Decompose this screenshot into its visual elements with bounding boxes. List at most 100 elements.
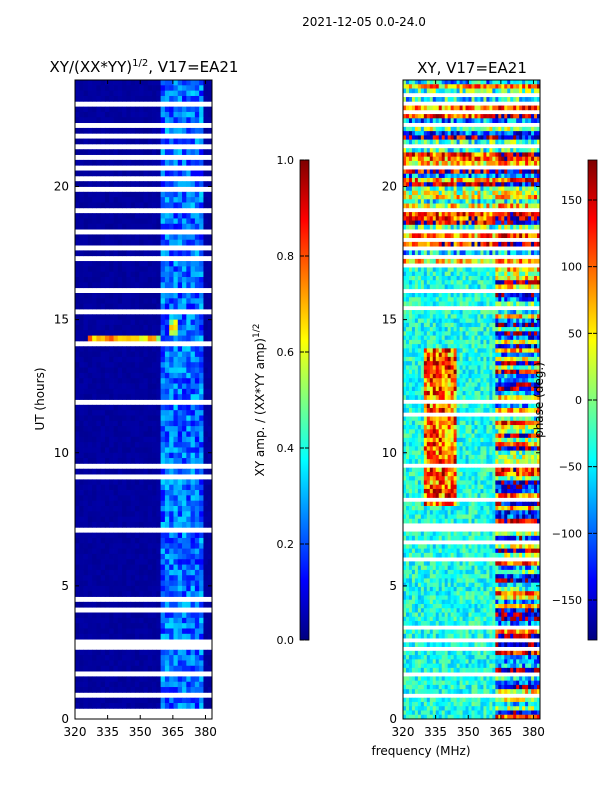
heat-cell bbox=[101, 197, 106, 203]
heat-cell bbox=[75, 80, 80, 86]
heat-cell bbox=[504, 310, 507, 315]
heat-cell bbox=[178, 426, 183, 432]
heat-cell bbox=[507, 118, 510, 123]
heat-cell bbox=[199, 495, 204, 501]
heat-cell bbox=[195, 96, 200, 102]
heat-cell bbox=[448, 174, 451, 179]
heat-cell bbox=[454, 242, 457, 247]
heat-cell bbox=[88, 490, 93, 496]
heat-cell bbox=[492, 216, 495, 221]
heat-cell bbox=[109, 613, 114, 619]
heat-cell bbox=[156, 282, 161, 288]
heat-cell bbox=[101, 602, 106, 608]
heat-cell bbox=[472, 310, 475, 315]
heat-cell bbox=[122, 266, 127, 272]
heat-cell bbox=[474, 216, 477, 221]
heat-cell bbox=[139, 240, 144, 246]
heat-cell bbox=[483, 280, 486, 285]
heat-cell bbox=[161, 202, 166, 208]
heat-cell bbox=[161, 506, 166, 512]
heat-cell bbox=[156, 298, 161, 304]
heat-cell bbox=[507, 97, 510, 102]
heat-cell bbox=[101, 357, 106, 363]
heat-cell bbox=[144, 362, 149, 368]
heat-cell bbox=[182, 139, 187, 145]
heat-cell bbox=[203, 442, 208, 448]
heat-cell bbox=[191, 293, 196, 299]
heat-cell bbox=[182, 96, 187, 102]
heat-cell bbox=[418, 127, 421, 132]
heat-cell bbox=[516, 178, 519, 183]
heat-cell bbox=[96, 261, 101, 267]
heat-cell bbox=[182, 128, 187, 134]
heat-cell bbox=[118, 586, 123, 592]
heat-cell bbox=[525, 293, 528, 298]
heat-cell bbox=[403, 216, 406, 221]
heat-cell bbox=[152, 213, 157, 219]
heat-cell bbox=[118, 506, 123, 512]
heat-cell bbox=[436, 80, 439, 85]
heat-cell bbox=[195, 469, 200, 475]
heat-cell bbox=[199, 687, 204, 693]
heat-cell bbox=[439, 174, 442, 179]
heat-cell bbox=[122, 192, 127, 198]
heat-cell bbox=[448, 178, 451, 183]
heat-cell bbox=[454, 280, 457, 285]
heat-cell bbox=[131, 394, 136, 400]
heat-cell bbox=[424, 319, 427, 324]
heat-cell bbox=[477, 195, 480, 200]
heat-cell bbox=[182, 272, 187, 278]
heat-cell bbox=[126, 224, 131, 230]
heat-cell bbox=[466, 310, 469, 315]
heat-cell bbox=[403, 284, 406, 289]
heat-cell bbox=[79, 336, 84, 342]
heat-cell bbox=[412, 212, 415, 217]
heat-cell bbox=[152, 362, 157, 368]
heat-cell bbox=[109, 357, 114, 363]
heat-cell bbox=[114, 506, 119, 512]
heat-cell bbox=[114, 676, 119, 682]
heat-cell bbox=[498, 250, 501, 255]
heat-cell bbox=[486, 233, 489, 238]
heat-cell bbox=[165, 192, 170, 198]
heat-cell bbox=[79, 517, 84, 523]
heat-cell bbox=[109, 682, 114, 688]
heat-cell bbox=[148, 293, 153, 299]
heat-cell bbox=[406, 199, 409, 204]
heat-cell bbox=[109, 501, 114, 507]
heat-cell bbox=[75, 384, 80, 390]
heat-cell bbox=[191, 517, 196, 523]
heat-cell bbox=[445, 89, 448, 94]
heat-cell bbox=[460, 131, 463, 136]
heat-cell bbox=[169, 437, 174, 443]
heat-cell bbox=[433, 191, 436, 196]
heat-cell bbox=[495, 174, 498, 179]
heat-cell bbox=[445, 106, 448, 111]
heat-cell bbox=[477, 135, 480, 140]
heat-cell bbox=[510, 302, 513, 307]
heat-cell bbox=[105, 261, 110, 267]
heat-cell bbox=[466, 221, 469, 226]
heat-cell bbox=[457, 178, 460, 183]
heat-cell bbox=[191, 650, 196, 656]
heat-cell bbox=[186, 282, 191, 288]
heat-cell bbox=[199, 479, 204, 485]
heat-cell bbox=[156, 171, 161, 177]
heat-cell bbox=[460, 182, 463, 187]
heat-cell bbox=[118, 171, 123, 177]
heat-cell bbox=[528, 233, 531, 238]
heat-cell bbox=[79, 586, 84, 592]
heat-cell bbox=[139, 676, 144, 682]
heat-cell bbox=[122, 660, 127, 666]
heat-cell bbox=[79, 197, 84, 203]
heat-cell bbox=[534, 199, 537, 204]
heat-cell bbox=[522, 127, 525, 132]
heat-cell bbox=[489, 97, 492, 102]
heat-cell bbox=[118, 320, 123, 326]
heat-cell bbox=[75, 415, 80, 421]
heat-cell bbox=[199, 437, 204, 443]
heat-cell bbox=[463, 191, 466, 196]
heat-cell bbox=[492, 280, 495, 285]
heat-cell bbox=[448, 127, 451, 132]
heat-cell bbox=[161, 330, 166, 336]
